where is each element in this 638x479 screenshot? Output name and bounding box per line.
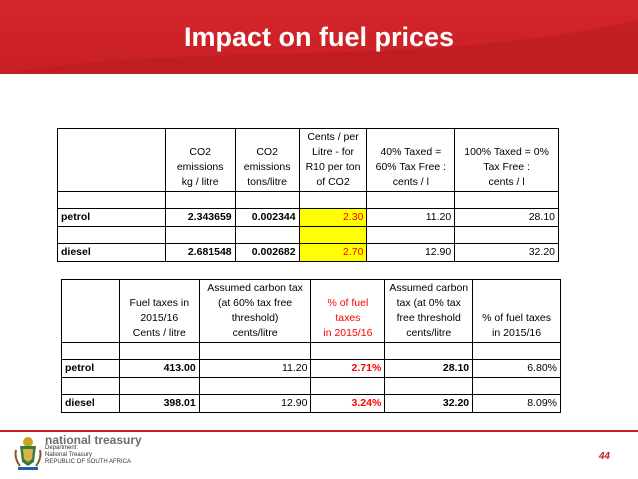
header-cell-empty [61, 279, 120, 343]
header-line: (at 60% tax free [218, 297, 293, 309]
fuel-label: diesel [57, 243, 166, 262]
cents-per-litre-value: 2.70 [298, 243, 368, 262]
header-line: CO2 [256, 146, 278, 158]
co2-kg-value: 2.343659 [164, 208, 236, 227]
footer-divider [0, 430, 638, 432]
header-line: cents / l [488, 176, 525, 188]
carbon-tax-60-value: 12.90 [198, 394, 312, 413]
header-line: in 2015/16 [323, 327, 373, 339]
co2-kg-value: 2.681548 [164, 243, 236, 262]
fuel-label: petrol [57, 208, 166, 227]
fuel-taxes-header-row: Fuel taxes in 2015/16 Cents / litre Assu… [61, 279, 561, 343]
taxed-100-value: 32.20 [454, 243, 559, 262]
pct-fuel-taxes-60-value: 2.71% [310, 359, 386, 378]
pct-fuel-taxes-60-value: 3.24% [310, 394, 386, 413]
header-line: % of fuel taxes [482, 312, 551, 324]
co2-tons-value: 0.002682 [234, 243, 300, 262]
header-fuel-taxes: Fuel taxes in 2015/16 Cents / litre [118, 279, 200, 343]
header-line: Assumed carbon tax [207, 282, 303, 294]
header-line: emissions [176, 161, 224, 173]
title-banner [0, 0, 638, 74]
header-carbon-tax-0: Assumed carbon tax (at 0% tax free thres… [384, 279, 474, 343]
header-line: R10 per ton [305, 161, 361, 173]
header-cell-empty [57, 128, 166, 192]
header-line: % of fuel taxes [327, 297, 369, 324]
header-line: Cents / litre [132, 327, 186, 339]
fuel-label: diesel [61, 394, 120, 413]
table-row: petrol 2.343659 0.002344 2.30 11.20 28.1… [57, 208, 559, 227]
header-line: free threshold [396, 312, 461, 324]
spacer-row [57, 191, 559, 209]
header-100-taxed: 100% Taxed = 0% Tax Free : cents / l [454, 128, 559, 192]
pct-fuel-taxes-0-value: 6.80% [472, 359, 561, 378]
taxed-40-value: 12.90 [366, 243, 456, 262]
header-cents-per-litre: Cents / per Litre - for R10 per ton of C… [298, 128, 368, 192]
table-row: diesel 2.681548 0.002682 2.70 12.90 32.2… [57, 243, 559, 262]
spacer-row [57, 226, 559, 244]
header-carbon-tax-60: Assumed carbon tax (at 60% tax free thre… [198, 279, 312, 343]
fuel-taxes-table: Fuel taxes in 2015/16 Cents / litre Assu… [61, 279, 561, 413]
header-line: cents/litre [406, 327, 452, 339]
banner-swoosh-decoration [0, 20, 638, 74]
header-co2-tons: CO2 emissions tons/litre [234, 128, 300, 192]
header-line: in 2015/16 [492, 327, 542, 339]
dept-line: Department: [45, 445, 79, 451]
dept-line: REPUBLIC OF SOUTH AFRICA [45, 459, 132, 465]
org-name: national treasury [45, 433, 142, 447]
header-line: Tax Free : [483, 161, 530, 173]
carbon-tax-0-value: 32.20 [384, 394, 474, 413]
header-line: 60% Tax Free : [375, 161, 447, 173]
header-line: Fuel taxes in [129, 297, 190, 309]
header-line: tons/litre [247, 176, 287, 188]
page-number: 44 [598, 451, 610, 462]
header-line: tax (at 0% tax [396, 297, 461, 309]
header-pct-fuel-taxes-0: % of fuel taxes in 2015/16 [472, 279, 561, 343]
spacer-row [61, 377, 561, 395]
spacer-row [61, 342, 561, 360]
fuel-taxes-value: 398.01 [118, 394, 200, 413]
header-line: cents/litre [232, 327, 278, 339]
dept-line: National Treasury [45, 452, 93, 458]
header-line: Cents / per [307, 131, 359, 143]
table-row: petrol 413.00 11.20 2.71% 28.10 6.80% [61, 359, 561, 378]
header-line: threshold) [231, 312, 279, 324]
header-40-taxed: 40% Taxed = 60% Tax Free : cents / l [366, 128, 456, 192]
emissions-table-header-row: CO2 emissions kg / litre CO2 emissions t… [57, 128, 559, 192]
header-line: CO2 [189, 146, 211, 158]
taxed-100-value: 28.10 [454, 208, 559, 227]
header-co2-kg: CO2 emissions kg / litre [164, 128, 236, 192]
header-line: cents / l [392, 176, 429, 188]
emissions-table: CO2 emissions kg / litre CO2 emissions t… [57, 128, 559, 262]
header-line: Litre - for [312, 146, 355, 158]
carbon-tax-0-value: 28.10 [384, 359, 474, 378]
pct-fuel-taxes-0-value: 8.09% [472, 394, 561, 413]
header-line: 40% Taxed = [380, 146, 442, 158]
carbon-tax-60-value: 11.20 [198, 359, 312, 378]
fuel-taxes-value: 413.00 [118, 359, 200, 378]
header-line: Assumed carbon [389, 282, 469, 294]
cents-per-litre-value: 2.30 [298, 208, 368, 227]
table-row: diesel 398.01 12.90 3.24% 32.20 8.09% [61, 394, 561, 413]
header-line: of CO2 [316, 176, 350, 188]
header-pct-fuel-taxes-60: % of fuel taxes in 2015/16 [310, 279, 386, 343]
header-line: 2015/16 [140, 312, 179, 324]
header-line: emissions [243, 161, 291, 173]
header-line: kg / litre [181, 176, 219, 188]
header-line: 100% Taxed = 0% [464, 146, 549, 158]
taxed-40-value: 11.20 [366, 208, 456, 227]
fuel-label: petrol [61, 359, 120, 378]
co2-tons-value: 0.002344 [234, 208, 300, 227]
coat-of-arms-logo [14, 437, 42, 470]
slide-title: Impact on fuel prices [183, 22, 455, 52]
org-branding: national treasury Department: National T… [45, 433, 142, 466]
